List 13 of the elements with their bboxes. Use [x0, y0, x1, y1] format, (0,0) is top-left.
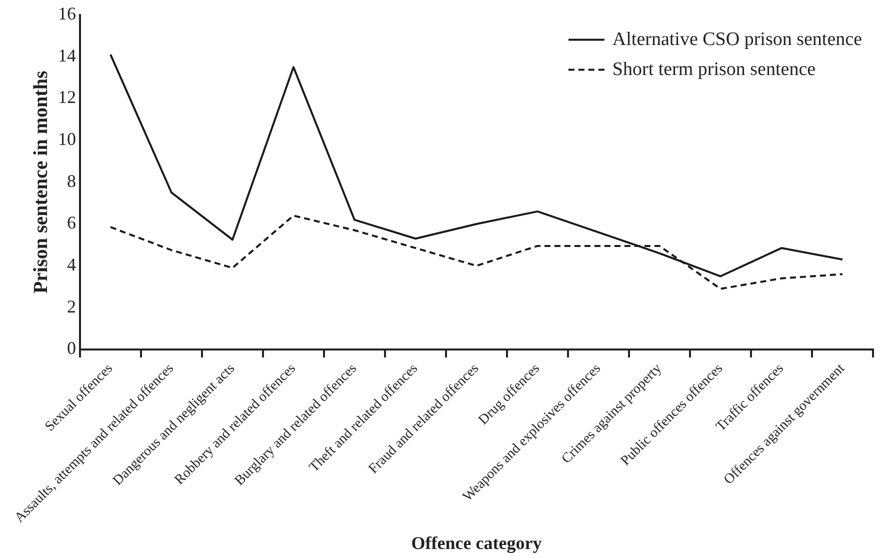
y-tick-label: 2 [67, 296, 76, 316]
x-axis-title: Offence category [411, 532, 542, 553]
legend-label: Alternative CSO prison sentence [612, 28, 862, 50]
y-tick-label: 8 [67, 170, 76, 191]
y-axis-title: Prison sentence in months [30, 70, 52, 294]
y-tick-label: 6 [67, 212, 76, 233]
y-tick-label: 16 [58, 4, 76, 24]
y-tick-label: 4 [67, 254, 76, 275]
legend-label: Short term prison sentence [612, 58, 816, 80]
y-tick-label: 12 [58, 87, 76, 108]
y-tick-label: 10 [58, 129, 76, 150]
y-tick-label: 0 [67, 338, 76, 358]
y-tick-label: 14 [58, 45, 76, 66]
